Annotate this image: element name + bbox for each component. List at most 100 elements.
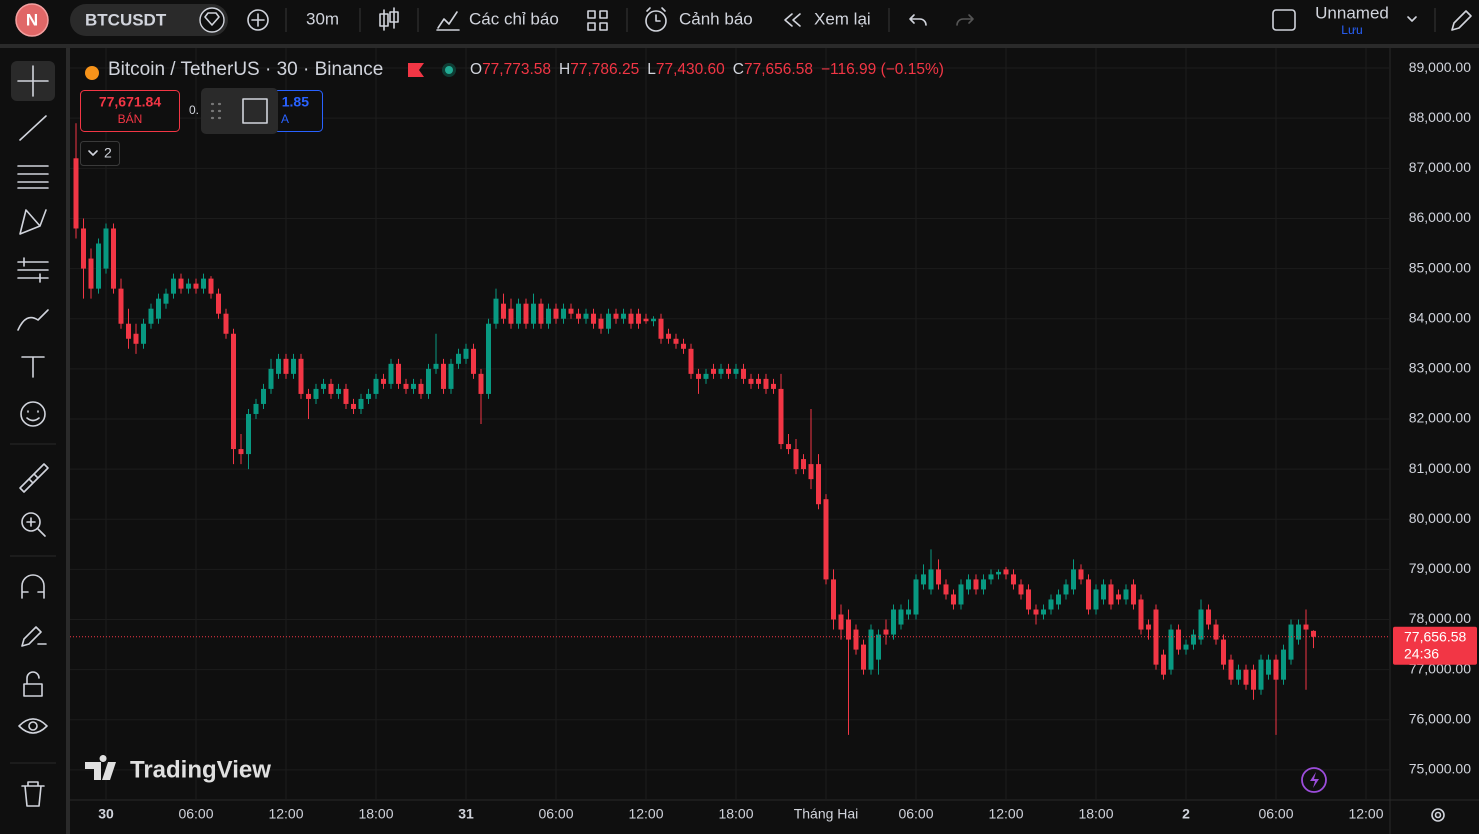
candle-body (223, 313, 229, 334)
legend-key: O (470, 61, 482, 78)
candle-body (201, 278, 206, 289)
drag-handle[interactable] (210, 102, 222, 120)
candle-body (801, 459, 806, 470)
y-tick-label: 88,000.00 (1409, 109, 1471, 125)
forecast-tool[interactable] (17, 257, 49, 283)
layout-name[interactable]: Unnamed (1315, 3, 1389, 22)
drawing-mode-tool[interactable] (21, 626, 47, 647)
x-tick-label: 30 (98, 806, 114, 822)
candle-body (148, 308, 154, 324)
watermark: TradingView (85, 755, 271, 783)
candle-body (1071, 569, 1076, 590)
layout-menu-chevron[interactable] (1407, 16, 1417, 22)
candle-body (306, 393, 311, 399)
layout-icon[interactable] (1272, 9, 1296, 31)
candle-body (531, 303, 536, 324)
chart-type-icon[interactable] (379, 7, 399, 31)
alert-clock (646, 7, 666, 22)
y-tick-label: 87,000.00 (1409, 159, 1471, 175)
candle-body (598, 318, 604, 329)
alert-icon[interactable] (645, 10, 667, 32)
candle-body (943, 584, 949, 595)
candle-body (1228, 659, 1234, 680)
settings-center (1434, 811, 1442, 819)
brush-tool[interactable] (17, 309, 49, 331)
candle-body (366, 393, 371, 399)
candle-body (733, 368, 739, 374)
delete-tool[interactable] (21, 781, 45, 807)
sell-button[interactable] (80, 90, 180, 132)
lock-tool[interactable] (23, 671, 43, 697)
legend: Bitcoin / TetherUS · 30 · Binance O77,77… (85, 59, 944, 80)
indicators-icon[interactable] (436, 11, 460, 31)
alerts[interactable]: Cảnh báo (679, 9, 753, 28)
add-symbol-icon[interactable] (247, 9, 269, 31)
x-tick-label: 18:00 (358, 806, 393, 822)
candle-body (1288, 624, 1294, 660)
candle-body (703, 373, 709, 379)
legend-change: −116.99 (−0.15%) (821, 61, 944, 78)
draw-icon[interactable] (1451, 10, 1472, 31)
visibility-tool[interactable] (18, 718, 48, 734)
candle-body (193, 283, 199, 289)
settings-icon[interactable] (1431, 808, 1445, 822)
lightning-button[interactable] (1301, 767, 1327, 793)
candle-body (1063, 584, 1069, 595)
candle-body (778, 388, 784, 445)
candle-body (1033, 609, 1039, 615)
candle-body (1281, 649, 1286, 680)
candle-body (276, 358, 281, 374)
replay[interactable]: Xem lại (814, 9, 871, 28)
candle-body (448, 363, 454, 389)
y-tick-label: 86,000.00 (1409, 209, 1471, 225)
undo-icon[interactable] (909, 14, 927, 26)
redo-icon[interactable] (956, 14, 974, 26)
ruler-tool[interactable] (19, 463, 49, 493)
candle-body (576, 313, 581, 319)
avatar[interactable] (15, 3, 49, 37)
fib-tool[interactable] (17, 165, 49, 189)
y-tick-label: 80,000.00 (1409, 510, 1471, 526)
candle-body (313, 388, 319, 399)
legend-title: Bitcoin / TetherUS · 30 · Binance (108, 59, 383, 80)
candle-body (793, 449, 799, 470)
replay-icon[interactable] (784, 13, 801, 27)
candle-body (816, 464, 821, 505)
zoom-tool[interactable] (21, 512, 41, 532)
candle-body (868, 629, 874, 670)
candle-body (621, 313, 626, 319)
candle-body (1018, 584, 1024, 595)
candle-body (208, 278, 214, 294)
emoji-tool[interactable] (20, 401, 46, 427)
templates-icon[interactable] (587, 10, 608, 31)
candle-body (853, 629, 859, 650)
candle-body (1183, 644, 1189, 650)
interval[interactable]: 30m (306, 9, 339, 28)
candle-body (741, 368, 746, 379)
y-tick-label: 83,000.00 (1409, 360, 1471, 376)
text-tool[interactable] (21, 356, 45, 378)
flag-icon[interactable] (408, 63, 424, 77)
candle-body (861, 644, 866, 670)
save-label[interactable]: Lưu (1341, 23, 1362, 37)
magnet-tool[interactable] (21, 574, 45, 599)
lightning-icon (1310, 772, 1319, 788)
legend-value: 77,656.58 (744, 61, 813, 78)
x-tick-label: 06:00 (898, 806, 933, 822)
pattern-tool[interactable] (19, 209, 47, 235)
trendline-tool[interactable] (19, 115, 47, 141)
candle-body (628, 313, 634, 324)
indicators[interactable]: Các chỉ báo (469, 9, 559, 28)
candle-body (463, 348, 469, 359)
candle-body (681, 343, 686, 349)
market-status (445, 66, 453, 74)
symbol-search[interactable] (70, 4, 228, 36)
indicators-toggle[interactable] (80, 141, 120, 166)
candle-body (786, 444, 791, 450)
crosshair-tool[interactable] (17, 65, 49, 97)
candle-body (1221, 639, 1226, 665)
select-icon[interactable] (242, 98, 268, 124)
candle-body (936, 569, 941, 585)
candle-body (846, 619, 851, 640)
